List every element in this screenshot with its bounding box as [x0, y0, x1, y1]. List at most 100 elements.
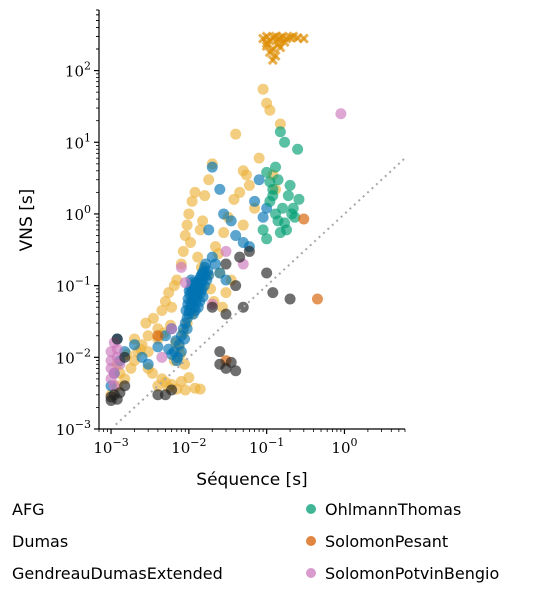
- data-point: [202, 265, 214, 277]
- y-tick-label: 10−3: [56, 418, 91, 439]
- data-point: [119, 380, 131, 392]
- data-point: [292, 143, 304, 155]
- data-point: [218, 227, 230, 239]
- data-point: [166, 384, 178, 396]
- legend-label: SolomonPesant: [325, 532, 449, 551]
- data-point: [142, 358, 154, 370]
- legend-marker: [306, 536, 316, 546]
- data-point: [152, 389, 164, 401]
- data-point: [119, 351, 131, 363]
- legend-marker: [306, 568, 316, 578]
- data-point: [152, 341, 164, 353]
- data-point: [206, 161, 218, 173]
- data-point-stroke: [279, 36, 290, 48]
- data-point: [175, 261, 187, 273]
- points-layer: [105, 31, 347, 406]
- x-axis-title: Séquence [s]: [196, 470, 307, 490]
- data-point: [261, 40, 272, 52]
- data-point: [279, 36, 290, 48]
- x-tick-label: 10−1: [249, 436, 284, 457]
- data-point: [249, 195, 261, 207]
- data-point: [298, 213, 310, 225]
- data-point-stroke: [261, 38, 272, 49]
- legend-label: SolomonPotvinBengio: [325, 564, 500, 583]
- data-point: [237, 219, 249, 231]
- data-point: [111, 333, 123, 345]
- data-point: [230, 230, 242, 242]
- data-point: [209, 258, 221, 270]
- data-point: [253, 152, 265, 164]
- data-point: [156, 351, 168, 363]
- data-point: [225, 215, 237, 227]
- data-point: [156, 304, 168, 316]
- y-axis-title: VNS [s]: [17, 189, 37, 252]
- data-point: [240, 169, 252, 181]
- data-point: [267, 183, 279, 195]
- data-point: [220, 258, 232, 270]
- data-point: [267, 55, 278, 66]
- data-point: [177, 245, 189, 257]
- data-point: [220, 274, 232, 286]
- data-point: [228, 193, 240, 205]
- data-point: [152, 330, 164, 342]
- legend-label: Dumas: [12, 532, 69, 551]
- data-point: [199, 190, 211, 202]
- data-point: [243, 245, 255, 257]
- data-point: [261, 233, 273, 245]
- y-tick-label: 102: [65, 60, 91, 81]
- data-point: [183, 372, 195, 384]
- data-point: [279, 217, 291, 229]
- data-point: [214, 346, 226, 358]
- data-point: [335, 108, 347, 120]
- data-point-stroke: [261, 40, 272, 52]
- data-point: [147, 312, 159, 324]
- legend-item: SolomonPotvinBengio: [306, 564, 499, 583]
- legend-item: AFG: [12, 500, 45, 519]
- data-point: [253, 174, 265, 186]
- data-point: [185, 236, 197, 248]
- data-point: [214, 183, 226, 195]
- legend-label: AFG: [12, 500, 45, 519]
- data-point: [261, 267, 273, 279]
- data-point: [289, 211, 301, 223]
- data-point: [146, 367, 158, 379]
- x-tick-label: 10−2: [171, 436, 206, 457]
- data-point: [186, 195, 198, 207]
- data-point: [298, 33, 309, 44]
- data-point: [182, 298, 194, 310]
- data-point: [192, 251, 204, 263]
- data-point: [214, 358, 226, 370]
- data-point: [257, 211, 269, 223]
- data-point: [257, 83, 269, 95]
- data-point: [170, 335, 182, 347]
- data-point: [194, 383, 206, 395]
- data-point: [277, 202, 289, 214]
- data-point-stroke: [264, 47, 275, 58]
- x-tick-label: 100: [331, 436, 357, 457]
- data-point: [293, 193, 305, 205]
- legend-label: OhlmannThomas: [325, 500, 462, 519]
- data-point: [284, 179, 296, 191]
- legend: AFG Dumas GendreauDumasExtended OhlmannThom…: [0, 496, 541, 593]
- data-point: [179, 277, 191, 289]
- data-point: [179, 333, 191, 345]
- data-point: [243, 179, 255, 191]
- data-point: [203, 174, 215, 186]
- data-point: [225, 356, 237, 368]
- data-point: [128, 339, 140, 351]
- data-point: [181, 323, 193, 335]
- legend-marker: [306, 504, 316, 514]
- data-point: [183, 208, 195, 220]
- data-point: [189, 186, 201, 198]
- data-point: [311, 293, 323, 305]
- data-point: [267, 287, 279, 299]
- data-point: [171, 274, 183, 286]
- legend-item: Dumas: [12, 532, 68, 551]
- data-point: [274, 227, 286, 239]
- data-point: [181, 219, 193, 231]
- data-point: [230, 365, 242, 377]
- legend-item: SolomonPesant: [306, 532, 448, 551]
- data-point: [197, 215, 209, 227]
- data-point: [234, 251, 246, 263]
- legend-item: OhlmannThomas: [306, 500, 461, 519]
